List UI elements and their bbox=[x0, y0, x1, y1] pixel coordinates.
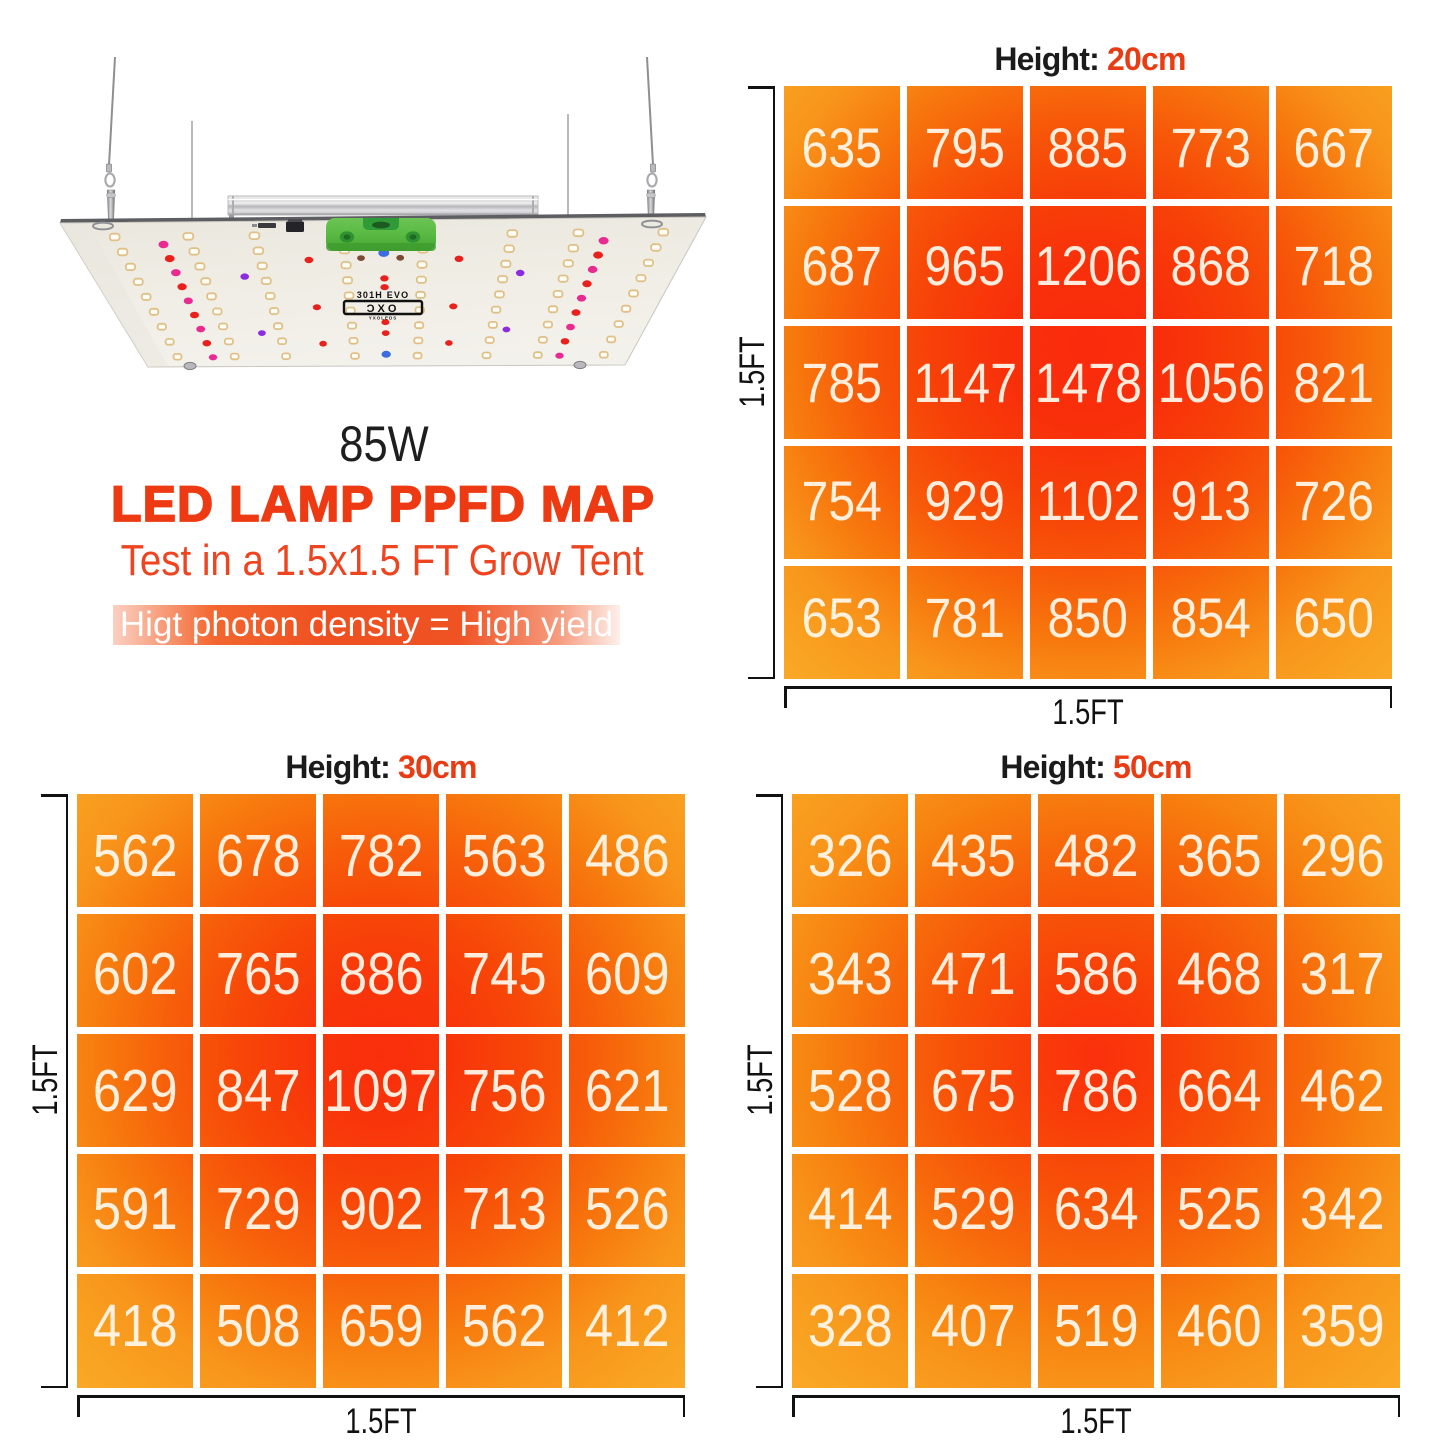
svg-text:YXOLEDS: YXOLEDS bbox=[369, 316, 398, 321]
svg-text:301H EVO: 301H EVO bbox=[357, 290, 410, 300]
svg-text:ƆXO: ƆXO bbox=[367, 303, 400, 315]
